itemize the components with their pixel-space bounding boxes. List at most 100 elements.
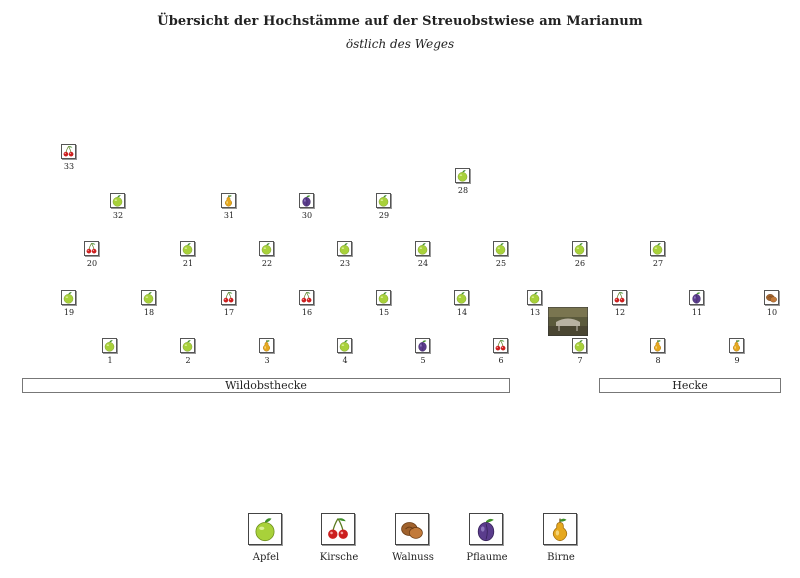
tree-number: 22 [261,259,273,268]
apfel-icon [527,290,542,305]
kirsche-icon [84,241,99,256]
tree-number: 8 [655,356,661,365]
tree-number: 20 [86,259,98,268]
apfel-icon [493,241,508,256]
tree-20[interactable]: 20 [75,241,109,275]
tree-32[interactable]: 32 [101,193,135,227]
kirsche-icon [61,144,76,159]
tree-3[interactable]: 3 [250,338,284,372]
tree-9[interactable]: 9 [720,338,754,372]
bench-photo-image [547,306,589,337]
tree-number: 9 [734,356,740,365]
tree-number: 29 [378,211,390,220]
tree-number: 4 [342,356,348,365]
tree-30[interactable]: 30 [290,193,324,227]
tree-14[interactable]: 14 [445,290,479,324]
tree-25[interactable]: 25 [484,241,518,275]
legend-label: Pflaume [466,552,508,563]
bench-photo-thumbnail[interactable] [547,306,589,337]
apfel-icon [180,241,195,256]
tree-7[interactable]: 7 [563,338,597,372]
tree-16[interactable]: 16 [290,290,324,324]
tree-28[interactable]: 28 [446,168,480,202]
tree-5[interactable]: 5 [406,338,440,372]
apfel-icon [180,338,195,353]
legend-item-apfel[interactable]: Apfel [236,513,296,569]
legend-item-pflaume[interactable]: Pflaume [457,513,517,569]
tree-number: 21 [182,259,194,268]
legend-item-birne[interactable]: Birne [531,513,591,569]
tree-26[interactable]: 26 [563,241,597,275]
kirsche-icon [493,338,508,353]
tree-18[interactable]: 18 [132,290,166,324]
legend-label: Birne [547,552,575,563]
legend-label: Kirsche [319,552,359,563]
tree-17[interactable]: 17 [212,290,246,324]
tree-29[interactable]: 29 [367,193,401,227]
tree-27[interactable]: 27 [641,241,675,275]
legend-item-walnuss[interactable]: Walnuss [383,513,443,569]
tree-number: 13 [529,308,541,317]
tree-number: 23 [339,259,351,268]
tree-13[interactable]: 13 [518,290,552,324]
hedge-hecke-label: Hecke [672,379,708,392]
tree-33[interactable]: 33 [52,144,86,178]
pflaume-icon [299,193,314,208]
tree-number: 17 [223,308,235,317]
birne-icon [221,193,236,208]
tree-number: 31 [223,211,235,220]
tree-number: 11 [691,308,703,317]
tree-2[interactable]: 2 [171,338,205,372]
tree-31[interactable]: 31 [212,193,246,227]
hedge-hecke: Hecke [599,378,781,393]
tree-21[interactable]: 21 [171,241,205,275]
tree-11[interactable]: 11 [680,290,714,324]
tree-number: 33 [63,162,75,171]
tree-number: 5 [420,356,426,365]
page-subtitle: östlich des Weges [345,37,455,51]
walnuss-icon [764,290,779,305]
pflaume-icon [689,290,704,305]
tree-number: 27 [652,259,664,268]
birne-icon [259,338,274,353]
tree-number: 16 [301,308,313,317]
apfel-icon [102,338,117,353]
tree-number: 3 [264,356,270,365]
page-title: Übersicht der Hochstämme auf der Streuob… [157,14,643,29]
tree-1[interactable]: 1 [93,338,127,372]
tree-number: 10 [766,308,778,317]
tree-number: 15 [378,308,390,317]
tree-24[interactable]: 24 [406,241,440,275]
apfel-icon [455,168,470,183]
apfel-icon [110,193,125,208]
tree-number: 28 [457,186,469,195]
tree-number: 2 [185,356,191,365]
tree-number: 24 [417,259,429,268]
apfel-icon [376,193,391,208]
tree-8[interactable]: 8 [641,338,675,372]
legend-label: Apfel [252,552,280,563]
apfel-icon [337,338,352,353]
birne-icon [729,338,744,353]
pflaume-icon [469,513,503,545]
pflaume-icon [415,338,430,353]
tree-6[interactable]: 6 [484,338,518,372]
kirsche-icon [221,290,236,305]
tree-number: 7 [577,356,583,365]
legend-item-kirsche[interactable]: Kirsche [309,513,369,569]
tree-22[interactable]: 22 [250,241,284,275]
tree-23[interactable]: 23 [328,241,362,275]
tree-number: 14 [456,308,468,317]
apfel-icon [259,241,274,256]
tree-4[interactable]: 4 [328,338,362,372]
tree-12[interactable]: 12 [603,290,637,324]
tree-10[interactable]: 10 [755,290,789,324]
tree-19[interactable]: 19 [52,290,86,324]
apfel-icon [572,241,587,256]
tree-number: 1 [107,356,113,365]
tree-15[interactable]: 15 [367,290,401,324]
tree-number: 18 [143,308,155,317]
tree-number: 6 [498,356,504,365]
birne-icon [650,338,665,353]
tree-number: 12 [614,308,626,317]
